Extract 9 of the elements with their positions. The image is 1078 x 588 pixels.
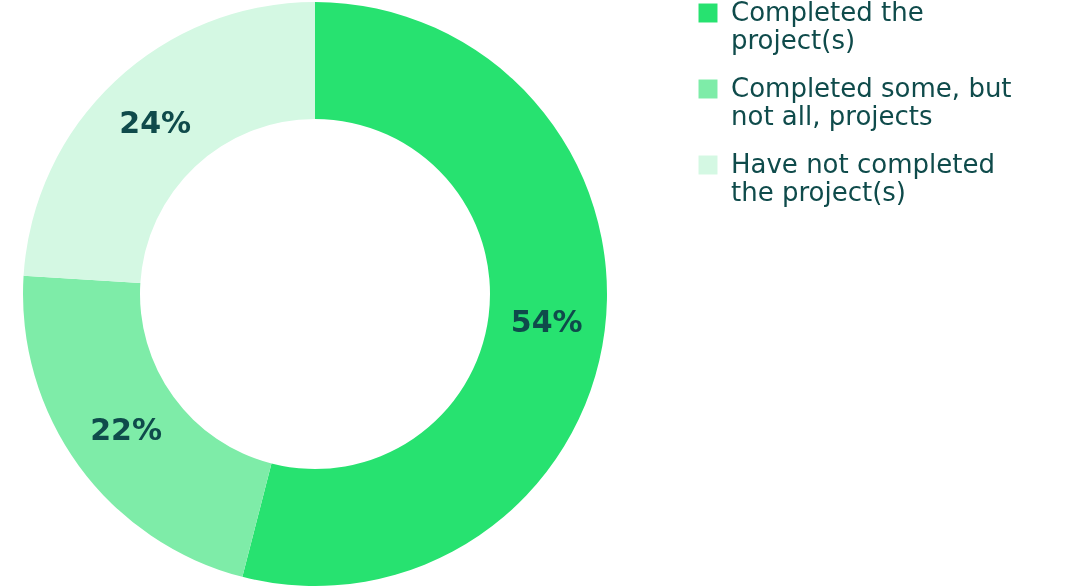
legend-label: Have not completed the project(s) (731, 149, 995, 207)
donut-slice (23, 275, 272, 577)
data-label: 22% (90, 412, 162, 448)
legend-label: Completed the project(s) (731, 0, 924, 55)
legend-label: Completed some, but not all, projects (731, 73, 1012, 131)
data-label: 24% (119, 104, 192, 140)
data-label: 54% (510, 304, 583, 340)
donut-slice (242, 2, 607, 586)
donut-slice (23, 2, 315, 284)
